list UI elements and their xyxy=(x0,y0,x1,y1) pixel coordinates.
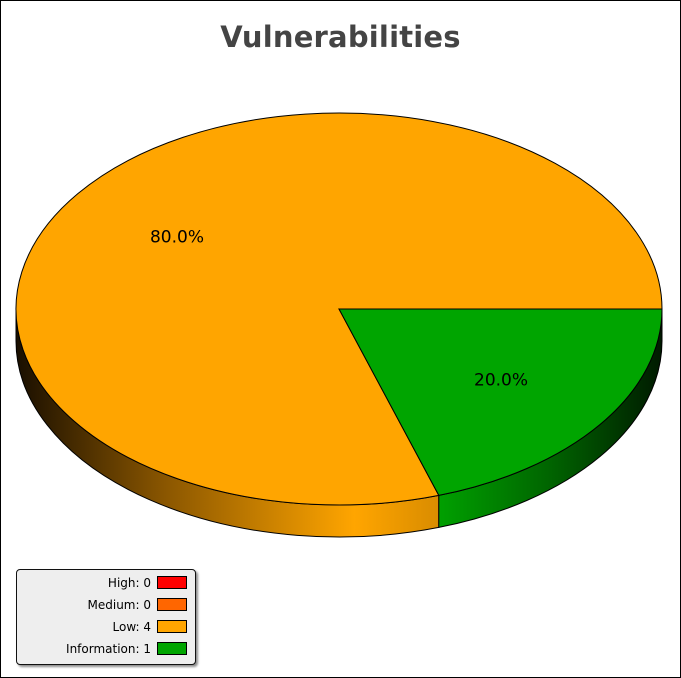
legend-label-information: Information: 1 xyxy=(66,641,151,656)
legend-item-low: Low: 4 xyxy=(113,618,187,635)
legend-swatch-medium xyxy=(157,598,187,611)
legend-swatch-low xyxy=(157,620,187,633)
legend-item-medium: Medium: 0 xyxy=(88,596,187,613)
slice-label-low: 80.0% xyxy=(150,228,204,248)
legend-swatch-high xyxy=(157,576,187,589)
legend-label-low: Low: 4 xyxy=(112,619,151,634)
slice-label-information: 20.0% xyxy=(474,370,528,390)
chart-title: Vulnerabilities xyxy=(220,20,461,54)
pie-slice-information xyxy=(338,308,663,496)
legend-swatch-information xyxy=(157,642,187,655)
legend-label-high: High: 0 xyxy=(107,575,151,590)
legend-item-high: High: 0 xyxy=(108,574,187,591)
legend: High: 0 Medium: 0 Low: 4 Information: 1 xyxy=(16,569,196,665)
legend-label-medium: Medium: 0 xyxy=(87,597,151,612)
legend-item-information: Information: 1 xyxy=(66,640,187,657)
